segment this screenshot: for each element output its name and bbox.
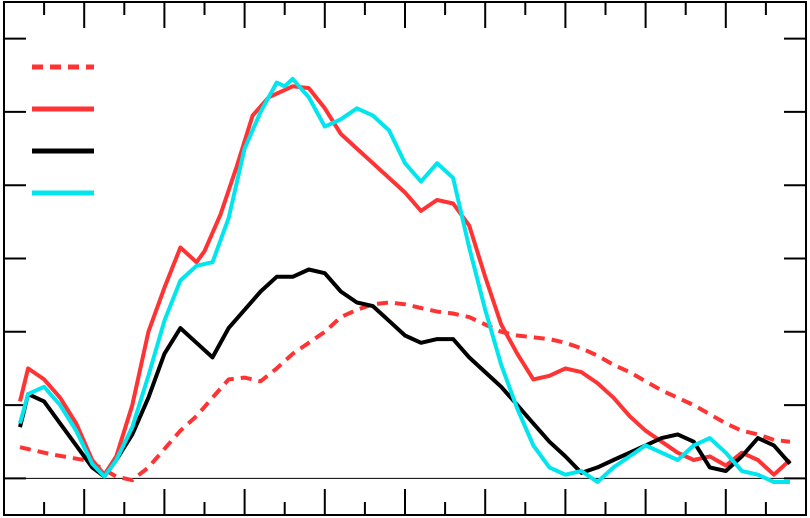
legend <box>32 64 94 196</box>
series-line-1 <box>19 300 791 483</box>
axis-ticks <box>3 2 807 516</box>
series-line-4 <box>18 76 790 484</box>
plot-frame <box>3 1 807 516</box>
series-layer <box>18 76 792 484</box>
series-line-3 <box>18 267 792 479</box>
series-line-2 <box>18 84 792 477</box>
